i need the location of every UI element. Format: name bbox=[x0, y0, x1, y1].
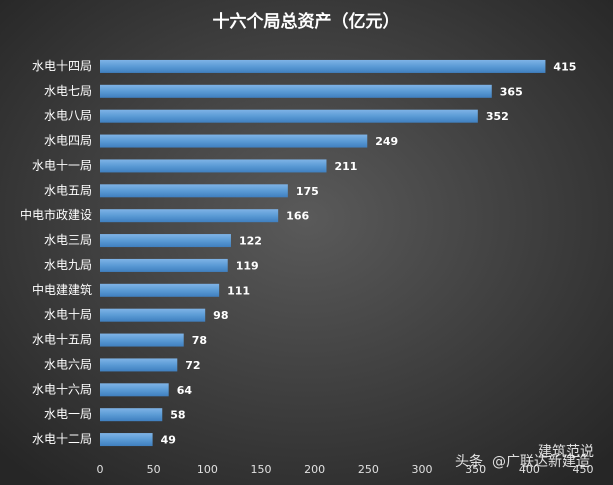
bar bbox=[100, 408, 163, 422]
bar bbox=[100, 109, 478, 123]
bar bbox=[100, 209, 279, 223]
bar bbox=[100, 433, 153, 447]
value-label: 58 bbox=[170, 409, 185, 422]
x-tick-label: 300 bbox=[412, 463, 433, 476]
y-tick-label: 水电十局 bbox=[44, 308, 92, 322]
value-label: 415 bbox=[553, 60, 576, 73]
bar bbox=[100, 383, 169, 397]
bar bbox=[100, 184, 288, 198]
value-label: 211 bbox=[334, 160, 357, 173]
y-tick-label: 水电十二局 bbox=[32, 432, 92, 446]
bar bbox=[100, 258, 228, 272]
x-tick-label: 200 bbox=[304, 463, 325, 476]
y-tick-label: 水电六局 bbox=[44, 357, 92, 371]
value-label: 122 bbox=[239, 235, 262, 248]
value-label: 64 bbox=[177, 384, 193, 397]
watermark: 建筑范说 bbox=[538, 443, 594, 460]
bar bbox=[100, 234, 231, 248]
watermark: @广联达新建造 bbox=[492, 454, 590, 470]
y-tick-label: 水电十四局 bbox=[32, 59, 92, 73]
y-tick-label: 中电市政建设 bbox=[20, 207, 92, 222]
bar bbox=[100, 333, 184, 347]
y-tick-label: 水电八局 bbox=[44, 109, 92, 123]
x-tick-label: 350 bbox=[465, 463, 486, 476]
chart-title: 十六个局总资产（亿元） bbox=[213, 11, 400, 32]
y-tick-label: 水电十六局 bbox=[32, 382, 92, 396]
y-tick-label: 水电九局 bbox=[44, 258, 92, 272]
y-tick-label: 水电四局 bbox=[44, 134, 92, 148]
y-tick-label: 水电五局 bbox=[44, 183, 92, 197]
y-tick-label: 水电七局 bbox=[44, 84, 92, 98]
x-tick-label: 0 bbox=[97, 463, 104, 476]
value-label: 365 bbox=[500, 85, 523, 98]
x-tick-label: 450 bbox=[573, 463, 594, 476]
bar bbox=[100, 308, 206, 322]
bar bbox=[100, 59, 546, 73]
bar bbox=[100, 358, 178, 372]
value-label: 249 bbox=[375, 135, 398, 148]
value-label: 352 bbox=[486, 110, 509, 123]
value-label: 119 bbox=[236, 259, 259, 272]
watermark: 头条 bbox=[455, 453, 483, 470]
y-tick-label: 水电十五局 bbox=[32, 333, 92, 347]
x-tick-label: 100 bbox=[197, 463, 218, 476]
y-tick-label: 水电十一局 bbox=[32, 158, 92, 172]
value-label: 175 bbox=[296, 185, 319, 198]
y-tick-label: 水电三局 bbox=[44, 233, 92, 247]
x-tick-label: 250 bbox=[358, 463, 379, 476]
bar bbox=[100, 159, 327, 173]
value-label: 166 bbox=[286, 210, 309, 223]
y-tick-label: 水电一局 bbox=[44, 407, 92, 421]
value-label: 78 bbox=[192, 334, 207, 347]
bar bbox=[100, 134, 368, 148]
value-label: 49 bbox=[161, 434, 176, 447]
x-tick-label: 50 bbox=[147, 463, 161, 476]
x-tick-label: 400 bbox=[519, 463, 540, 476]
value-label: 98 bbox=[213, 309, 228, 322]
y-tick-label: 中电建建筑 bbox=[32, 282, 92, 297]
bar bbox=[100, 84, 492, 98]
bar bbox=[100, 283, 220, 297]
x-tick-label: 150 bbox=[251, 463, 272, 476]
value-label: 111 bbox=[227, 284, 250, 297]
value-label: 72 bbox=[185, 359, 200, 372]
